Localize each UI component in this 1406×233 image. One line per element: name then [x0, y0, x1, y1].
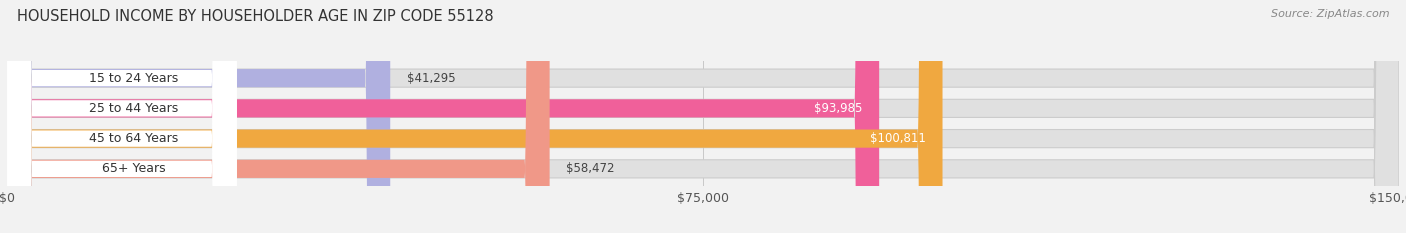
- FancyBboxPatch shape: [7, 0, 236, 233]
- FancyBboxPatch shape: [7, 0, 1399, 233]
- FancyBboxPatch shape: [7, 0, 236, 233]
- FancyBboxPatch shape: [7, 0, 550, 233]
- FancyBboxPatch shape: [7, 0, 236, 233]
- Text: $93,985: $93,985: [814, 102, 862, 115]
- Text: $100,811: $100,811: [870, 132, 925, 145]
- FancyBboxPatch shape: [7, 0, 1399, 233]
- FancyBboxPatch shape: [7, 0, 879, 233]
- Text: $41,295: $41,295: [406, 72, 456, 85]
- Text: 25 to 44 Years: 25 to 44 Years: [89, 102, 179, 115]
- Text: $58,472: $58,472: [567, 162, 614, 175]
- Text: HOUSEHOLD INCOME BY HOUSEHOLDER AGE IN ZIP CODE 55128: HOUSEHOLD INCOME BY HOUSEHOLDER AGE IN Z…: [17, 9, 494, 24]
- FancyBboxPatch shape: [7, 0, 942, 233]
- Text: 65+ Years: 65+ Years: [101, 162, 165, 175]
- Text: Source: ZipAtlas.com: Source: ZipAtlas.com: [1271, 9, 1389, 19]
- FancyBboxPatch shape: [7, 0, 1399, 233]
- Text: 15 to 24 Years: 15 to 24 Years: [89, 72, 179, 85]
- FancyBboxPatch shape: [7, 0, 236, 233]
- FancyBboxPatch shape: [7, 0, 391, 233]
- FancyBboxPatch shape: [7, 0, 1399, 233]
- Text: 45 to 64 Years: 45 to 64 Years: [89, 132, 179, 145]
